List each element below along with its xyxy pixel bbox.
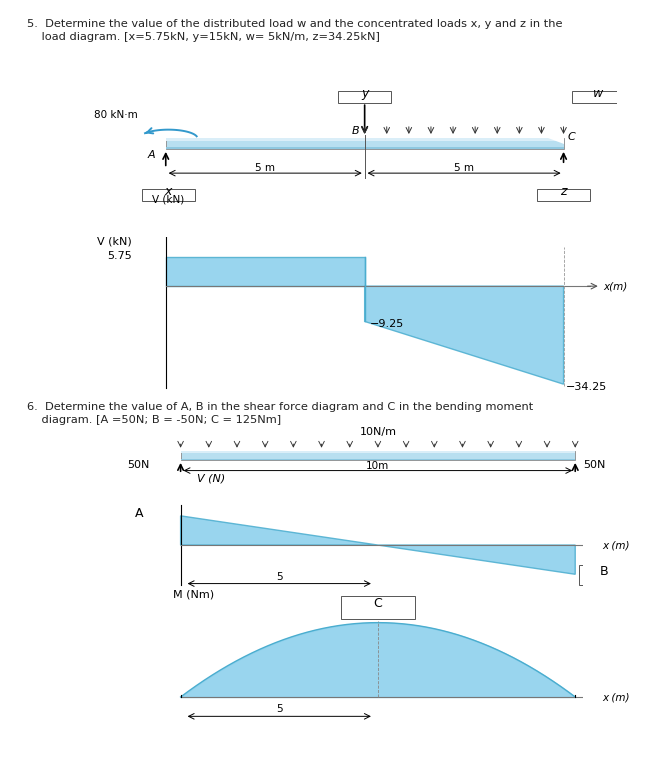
Text: 50N: 50N [583,460,606,470]
Bar [180,451,575,460]
Polygon shape [365,286,564,384]
Text: V (kN): V (kN) [152,195,184,205]
Text: y: y [361,86,369,99]
Bar [166,138,564,141]
Bar [180,451,575,453]
Text: A: A [147,150,155,160]
Text: w: w [593,86,603,99]
Text: M (Nm): M (Nm) [173,589,214,599]
FancyBboxPatch shape [115,506,164,526]
Text: A: A [135,506,144,519]
Text: 6.  Determine the value of A, B in the shear force diagram and C in the bending : 6. Determine the value of A, B in the sh… [27,402,533,425]
Text: V (kN): V (kN) [97,237,131,247]
Text: B: B [351,125,359,135]
Text: 5: 5 [276,571,282,581]
Text: B: B [599,565,609,578]
Text: 5 m: 5 m [454,163,474,173]
Text: −34.25: −34.25 [566,382,607,392]
Text: 10m: 10m [366,461,390,471]
Text: C: C [373,597,383,610]
Text: 50N: 50N [127,460,150,470]
Polygon shape [166,257,365,286]
Text: −9.25: −9.25 [370,319,404,329]
Text: C: C [568,132,575,142]
Bar [166,138,564,149]
Text: 80 kN·m: 80 kN·m [94,110,138,120]
FancyBboxPatch shape [142,189,195,201]
Text: z: z [560,185,567,198]
Text: 5.75: 5.75 [107,251,132,261]
FancyBboxPatch shape [537,189,590,201]
FancyBboxPatch shape [338,91,391,103]
FancyBboxPatch shape [572,91,625,103]
Text: x: x [164,185,172,198]
Text: 10N/m: 10N/m [359,428,396,438]
Text: 5: 5 [276,704,282,714]
Polygon shape [548,138,564,144]
Text: 5.  Determine the value of the distributed load w and the concentrated loads x, : 5. Determine the value of the distribute… [27,19,562,42]
Bar [180,459,575,460]
Text: V (N): V (N) [197,473,225,483]
Text: x(m): x(m) [603,281,628,291]
Text: x (m): x (m) [602,692,629,702]
FancyBboxPatch shape [579,565,629,585]
Polygon shape [378,545,575,575]
FancyBboxPatch shape [341,597,415,619]
Text: 5 m: 5 m [255,163,275,173]
Text: x (m): x (m) [602,540,629,550]
Polygon shape [180,516,378,545]
Bar [166,147,564,149]
